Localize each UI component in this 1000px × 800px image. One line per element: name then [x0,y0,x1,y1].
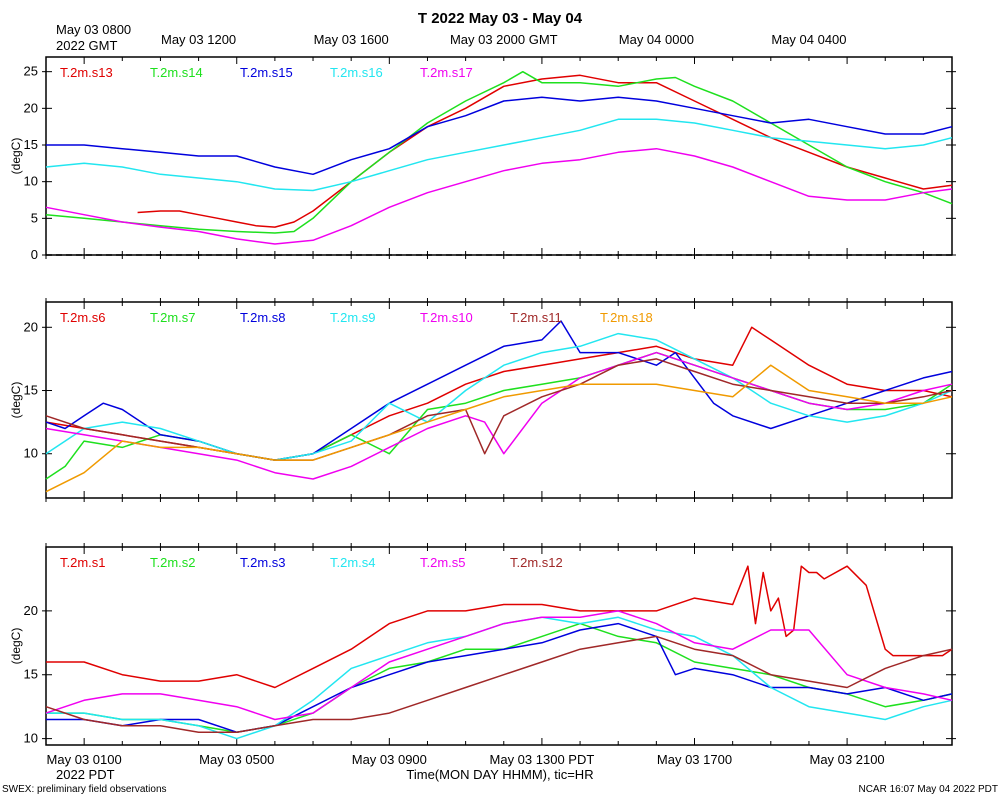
panel1-frame [45,56,953,256]
panel1-ytick-label: 5 [31,210,38,225]
panel1-ytick-label: 0 [31,247,38,262]
panel2-ylabel: (degC) [9,382,23,419]
panel3-ylabel: (degC) [9,628,23,665]
series-line-T-2m-s7 [45,351,953,480]
legend-T-2m-s5: T.2m.s5 [420,555,466,570]
legend-T-2m-s8: T.2m.s8 [240,310,286,325]
legend-T-2m-s11: T.2m.s11 [510,310,562,325]
source-note: SWEX: preliminary field observations [2,784,167,795]
legend-T-2m-s14: T.2m.s14 [150,65,203,80]
panel3-group: 10 15 20(degC) May 03 0100 May 03 0500 May 03… [9,543,956,767]
panel3-ytick-label: 20 [24,603,38,618]
panel1-top-tick-label: May 03 2000 GMT [450,32,558,47]
gmt-start-year-label: 2022 GMT [56,38,117,53]
series-line-T-2m-s13 [137,74,953,228]
legend-T-2m-s16: T.2m.s16 [330,65,383,80]
pdt-year-label: 2022 PDT [56,767,115,782]
legend-T-2m-s6: T.2m.s6 [60,310,106,325]
panel1-top-tick-label: May 03 1200 [161,32,236,47]
legend-T-2m-s13: T.2m.s13 [60,65,113,80]
panel3-bottom-tick-label: May 03 1700 [657,752,732,767]
panel2-group: 10 15 20 (degC) T.2m.s6 T.2m.s7 T.2m.s8 T.2m.s9… [9,298,956,502]
series-line-T-2m-s1 [46,565,953,689]
legend-T-2m-s1: T.2m.s1 [60,555,106,570]
ncar-timestamp: NCAR 16:07 May 04 2022 PDT [858,784,998,795]
gmt-start-label: May 03 0800 [56,22,131,37]
series-line-T-2m-s4 [46,616,953,740]
panel3-ytick-label: 10 [24,731,38,746]
panel3-ytick-label: 15 [24,667,38,682]
series-line-T-2m-s14 [45,70,953,234]
series-line-T-2m-s10 [45,351,953,480]
series-line-T-2m-s15 [46,96,953,176]
panel2-ytick-label: 15 [24,383,38,398]
x-axis-label: Time(MON DAY HHMM), tic=HR [406,767,593,782]
series-line-T-2m-s16 [45,118,953,192]
series-line-T-2m-s3 [46,622,953,733]
series-line-T-2m-s9 [45,332,953,461]
panels-group: 0 5 10 15 20 25 (degC) May 03 1200 May 03 1600 Ma… [9,32,956,767]
series-line-T-2m-s17 [45,147,953,245]
panel3-frame [45,546,953,746]
series-line-T-2m-s18 [45,364,953,493]
panel3-bottom-tick-label: May 03 2100 [810,752,885,767]
legend-T-2m-s15: T.2m.s15 [240,65,293,80]
panel1-top-tick-label: May 04 0400 [771,32,846,47]
panel1-ytick-label: 10 [24,174,38,189]
legend-T-2m-s9: T.2m.s9 [330,310,376,325]
series-line-T-2m-s6 [45,326,953,461]
panel1-ytick-label: 15 [24,137,38,152]
panel3-bottom-tick-label: May 03 0500 [199,752,274,767]
panel1-ytick-label: 20 [24,100,38,115]
series-line-T-2m-s12 [45,635,953,733]
panel1-ytick-label: 25 [24,64,38,79]
legend-T-2m-s10: T.2m.s10 [420,310,473,325]
legend-T-2m-s12: T.2m.s12 [510,555,563,570]
panel3-bottom-tick-label: May 03 0100 [47,752,122,767]
legend-T-2m-s2: T.2m.s2 [150,555,196,570]
panel3-bottom-tick-label: May 03 1300 PDT [490,752,595,767]
legend-T-2m-s7: T.2m.s7 [150,310,196,325]
panel1-group: 0 5 10 15 20 25 (degC) May 03 1200 May 03 1600 Ma… [9,32,956,262]
panel2-ytick-label: 10 [24,446,38,461]
chart-title: T 2022 May 03 - May 04 [418,10,583,27]
legend-T-2m-s3: T.2m.s3 [240,555,286,570]
legend-T-2m-s18: T.2m.s18 [600,310,653,325]
panel1-top-tick-label: May 03 1600 [314,32,389,47]
panel1-ylabel: (degC) [9,138,23,175]
panel2-frame [45,301,953,499]
panel3-bottom-tick-label: May 03 0900 [352,752,427,767]
series-line-T-2m-s5 [45,610,953,721]
panel2-ytick-label: 20 [24,319,38,334]
legend-T-2m-s4: T.2m.s4 [330,555,376,570]
panel1-top-tick-label: May 04 0000 [619,32,694,47]
series-line-T-2m-s8 [45,320,953,461]
legend-T-2m-s17: T.2m.s17 [420,65,473,80]
series-line-T-2m-s2 [46,622,953,733]
